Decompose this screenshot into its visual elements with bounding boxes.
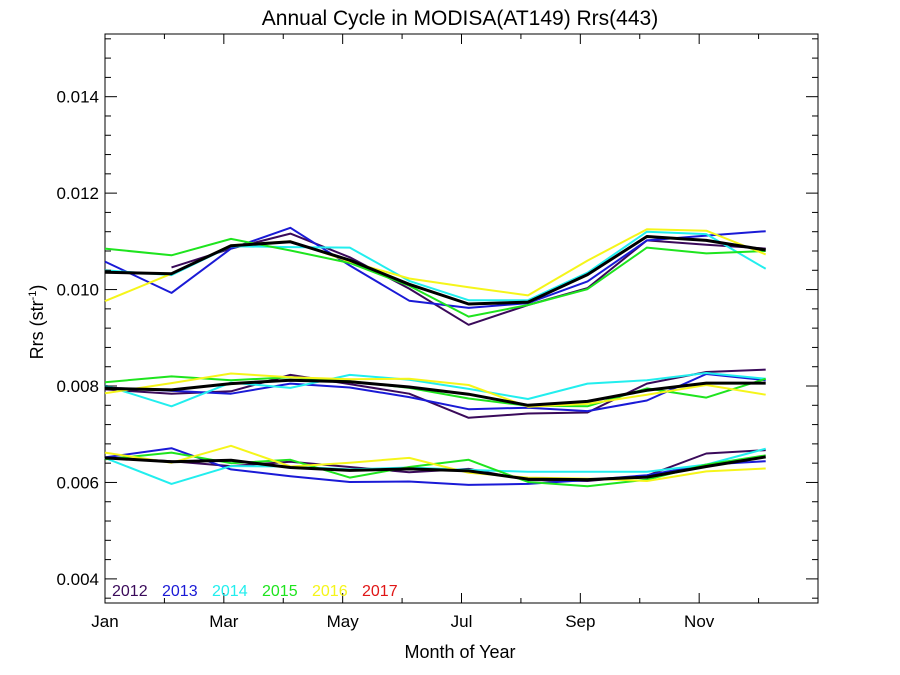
series-line-2016-low <box>104 444 766 482</box>
plot-frame <box>104 33 819 604</box>
x-tick-label: Mar <box>209 612 239 631</box>
y-axis-label: Rrs (str-1) <box>27 285 47 360</box>
y-tick-label: 0.008 <box>56 377 99 396</box>
y-tick-label: 0.014 <box>56 88 99 107</box>
y-axis-label-close: ) <box>27 285 47 291</box>
legend-entry-2016: 2016 <box>312 583 348 600</box>
legend-entry-2012: 2012 <box>112 583 148 600</box>
series-line-2013-mid <box>104 373 766 413</box>
x-tick-label: Nov <box>684 612 715 631</box>
y-axis-label-superscript: -1 <box>27 291 39 301</box>
tick-layer: Jan Mar May Jul Sep Nov 0.004 0.006 0.008 0.010 0.… <box>56 34 818 631</box>
legend-entry-2014: 2014 <box>212 583 248 600</box>
legend-entry-2013: 2013 <box>162 583 198 600</box>
x-tick-label: Jan <box>91 612 118 631</box>
series-line-2013-top <box>104 226 766 309</box>
series-line-2013-low <box>104 447 766 486</box>
x-axis-label: Month of Year <box>404 642 515 662</box>
x-tick-label: May <box>327 612 360 631</box>
series-line-2016-mid <box>104 372 766 408</box>
series-line-2015-top <box>104 237 766 318</box>
legend-entry-2015: 2015 <box>262 583 298 600</box>
series-line-2012-mid <box>104 368 766 419</box>
y-axis-label-main: Rrs (str <box>27 300 47 359</box>
y-tick-label: 0.012 <box>56 184 99 203</box>
y-tick-label: 0.004 <box>56 570 99 589</box>
series-line-2014-mid <box>104 372 766 408</box>
plot-border <box>104 33 819 604</box>
series-line-mean-low <box>104 455 766 482</box>
y-tick-label: 0.010 <box>56 281 99 300</box>
series-line-mean-top <box>104 235 766 306</box>
x-tick-label: Sep <box>565 612 595 631</box>
x-tick-label: Jul <box>451 612 473 631</box>
y-tick-label: 0.006 <box>56 473 99 492</box>
legend: 2012 2013 2014 2015 2016 2017 <box>112 583 398 600</box>
series-layer <box>104 226 767 488</box>
series-line-2012-top <box>171 232 766 326</box>
legend-entry-2017: 2017 <box>362 583 398 600</box>
series-line-2012-low <box>104 449 766 482</box>
chart-title: Annual Cycle in MODISA(AT149) Rrs(443) <box>262 7 658 30</box>
series-line-mean-mid <box>104 378 766 407</box>
